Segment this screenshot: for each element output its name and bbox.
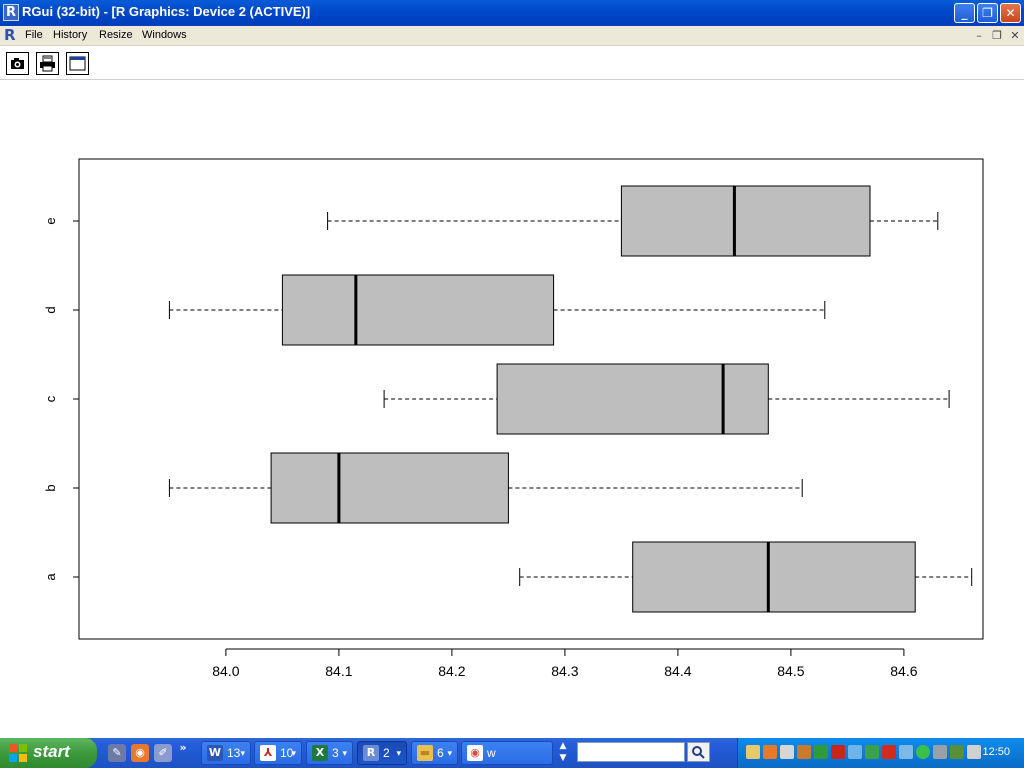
quick-launch-more[interactable]: »: [179, 741, 187, 754]
search-button[interactable]: [687, 742, 710, 762]
drive-icon[interactable]: [814, 745, 828, 759]
y-tick-label: b: [43, 484, 58, 491]
y-tick-label: d: [43, 306, 58, 313]
printer-icon: [40, 55, 55, 72]
eraser-icon[interactable]: ✐: [154, 744, 172, 762]
r-graphics-device: a b c d e 84.0 84.1 84.2 84.3 84.4 84.5 84.6: [0, 81, 1024, 738]
task-r[interactable]: R 2 ▾: [357, 741, 407, 765]
task-chrome[interactable]: ◉ w: [461, 741, 553, 765]
firefox-icon[interactable]: [763, 745, 777, 759]
safe-remove-icon[interactable]: [967, 745, 981, 759]
chevron-down-icon: ▾: [342, 748, 347, 758]
system-tray: 12:50: [737, 738, 1024, 768]
box-d: [281, 274, 555, 346]
pencil-icon[interactable]: ✎: [108, 744, 126, 762]
task-excel[interactable]: X 3 ▾: [306, 741, 353, 765]
wrench-icon[interactable]: [950, 745, 964, 759]
window-button[interactable]: [66, 52, 89, 75]
mdi-minimize-button[interactable]: –: [976, 29, 982, 42]
taskbar: start ✎ ◉ ✐ » W 13 ▾ ⅄ 10 ▾ X 3 ▾ R 2 ▾ …: [0, 738, 1024, 768]
start-button[interactable]: start: [0, 738, 97, 768]
network-icon[interactable]: [780, 745, 794, 759]
folder-icon: ▬: [417, 745, 433, 761]
y-tick-label: e: [43, 217, 58, 224]
x-tick-label: 84.2: [438, 663, 465, 679]
r-app-icon: R: [3, 4, 19, 21]
minimize-button[interactable]: _: [954, 3, 975, 23]
task-label: w: [487, 746, 496, 760]
task-count: 2: [383, 746, 390, 760]
acrobat-icon: ⅄: [260, 745, 276, 761]
y-tick-label: c: [43, 395, 58, 402]
ati-icon[interactable]: [882, 745, 896, 759]
box-b: [270, 452, 509, 524]
chevron-down-icon: ▾: [240, 748, 245, 758]
att-icon[interactable]: [899, 745, 913, 759]
title-bar: R RGui (32-bit) - [R Graphics: Device 2 …: [0, 0, 1024, 26]
mail-icon[interactable]: [746, 745, 760, 759]
menu-history[interactable]: History: [53, 29, 88, 41]
camera-icon: [11, 58, 24, 69]
firefox-icon[interactable]: ◉: [131, 744, 149, 762]
check-icon[interactable]: [916, 745, 930, 759]
y-tick-label: a: [43, 573, 58, 581]
menu-windows[interactable]: Windows: [142, 29, 187, 41]
box-c: [496, 363, 769, 435]
excel-icon: X: [312, 745, 328, 761]
mdi-close-button[interactable]: ✕: [1010, 29, 1020, 42]
chevron-down-icon: ▾: [291, 748, 296, 758]
search-icon: [692, 746, 705, 759]
x-tick-label: 84.4: [664, 663, 691, 679]
close-button[interactable]: ✕: [1000, 3, 1021, 23]
task-folder[interactable]: ▬ 6 ▾: [411, 741, 458, 765]
box-e: [620, 185, 871, 257]
box-a: [632, 541, 916, 613]
start-label: start: [33, 742, 70, 761]
chrome-icon: ◉: [467, 745, 483, 761]
task-count: 6: [437, 746, 444, 760]
copy-metafile-button[interactable]: [6, 52, 29, 75]
acrobat-icon[interactable]: [831, 745, 845, 759]
r-logo-icon: R: [4, 26, 16, 44]
boxplot-chart: a b c d e 84.0 84.1 84.2 84.3 84.4 84.5 84.6: [43, 158, 984, 679]
mdi-restore-button[interactable]: ❐: [992, 29, 1002, 42]
x-tick-label: 84.0: [212, 663, 239, 679]
menu-bar: R File History Resize Windows – ❐ ✕: [0, 26, 1024, 46]
word-icon: W: [207, 745, 223, 761]
x-tick-label: 84.5: [777, 663, 804, 679]
task-acrobat[interactable]: ⅄ 10 ▾: [254, 741, 302, 765]
r-icon: R: [363, 745, 379, 761]
window-title: RGui (32-bit) - [R Graphics: Device 2 (A…: [22, 4, 311, 19]
menu-file[interactable]: File: [25, 29, 43, 41]
windows-flag-icon: [9, 744, 27, 762]
x-tick-label: 84.1: [325, 663, 352, 679]
toolbar: [0, 46, 1024, 80]
dropbox-icon[interactable]: [848, 745, 862, 759]
task-count: 13: [227, 746, 241, 760]
search-input[interactable]: [577, 742, 685, 762]
clock: 12:50: [982, 746, 1010, 758]
menu-resize[interactable]: Resize: [99, 29, 133, 41]
skype-icon[interactable]: [933, 745, 947, 759]
media-icon[interactable]: [865, 745, 879, 759]
chevron-down-icon: ▾: [447, 748, 452, 758]
maximize-button[interactable]: ❐: [977, 3, 998, 23]
window-icon: [69, 56, 86, 71]
print-button[interactable]: [36, 52, 59, 75]
x-tick-label: 84.3: [551, 663, 578, 679]
task-count: 10: [280, 746, 294, 760]
chevron-down-icon: ▾: [396, 748, 401, 758]
taskbar-scroll[interactable]: ▲ ▼: [559, 741, 567, 763]
update-icon[interactable]: [797, 745, 811, 759]
task-count: 3: [332, 746, 339, 760]
task-word[interactable]: W 13 ▾: [201, 741, 251, 765]
x-tick-label: 84.6: [890, 663, 917, 679]
